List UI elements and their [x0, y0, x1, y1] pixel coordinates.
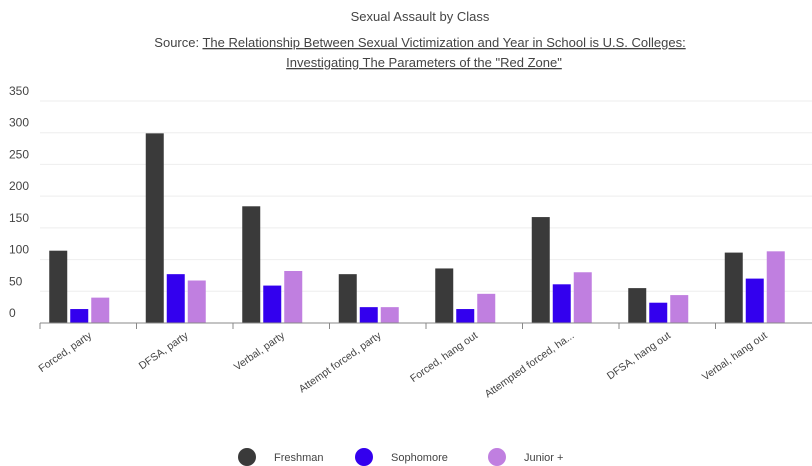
bar-sophomore[interactable] — [166, 274, 185, 323]
bar-junior[interactable] — [91, 297, 110, 323]
bar-freshman[interactable] — [49, 250, 68, 323]
bar-sophomore[interactable] — [552, 284, 571, 323]
bar-freshman[interactable] — [628, 288, 647, 323]
y-tick-label: 200 — [9, 179, 29, 193]
x-tick-label: DFSA, hang out — [605, 330, 673, 383]
x-tick-label: Attempted forced, ha... — [483, 330, 577, 401]
y-axis-ticks: 0 50 100 150 200 250 300 350 — [9, 84, 29, 320]
bar-junior[interactable] — [284, 270, 303, 323]
bar-freshman[interactable] — [435, 268, 454, 323]
bar-sophomore[interactable] — [70, 309, 89, 323]
bar-junior[interactable] — [187, 280, 206, 323]
bar-freshman[interactable] — [242, 206, 261, 323]
chart-title: Sexual Assault by Class — [351, 9, 490, 24]
bar-junior[interactable] — [477, 293, 496, 323]
bar-freshman[interactable] — [145, 133, 164, 323]
x-tick-label: Forced, hang out — [408, 330, 480, 385]
x-axis — [39, 322, 812, 329]
y-tick-label: 0 — [9, 306, 16, 320]
bar-sophomore[interactable] — [263, 285, 282, 323]
legend-label: Sophomore — [391, 452, 448, 464]
x-tick-label: Forced, party — [36, 329, 94, 375]
source-link-line-2[interactable]: Investigating The Parameters of the "Red… — [286, 55, 562, 70]
chart-source-line-1: Source: The Relationship Between Sexual … — [154, 35, 685, 50]
legend-swatch — [355, 448, 373, 466]
legend-swatch — [488, 448, 506, 466]
legend-label: Junior + — [524, 452, 563, 464]
bar-junior[interactable] — [380, 307, 399, 323]
bar-junior[interactable] — [766, 251, 785, 323]
source-prefix: Source: — [154, 35, 202, 50]
y-tick-label: 100 — [9, 243, 29, 257]
bar-junior[interactable] — [573, 272, 592, 323]
bar-freshman[interactable] — [531, 217, 550, 323]
bars — [49, 133, 785, 323]
bar-sophomore[interactable] — [456, 309, 475, 323]
x-axis-ticks: Forced, party DFSA, party Verbal, party Att… — [36, 329, 769, 400]
y-tick-label: 150 — [9, 211, 29, 225]
bar-sophomore[interactable] — [649, 302, 668, 323]
bar-sophomore[interactable] — [745, 278, 764, 323]
gridlines — [40, 100, 812, 292]
bar-freshman[interactable] — [724, 252, 743, 323]
x-tick-label: Verbal, hang out — [700, 330, 770, 384]
y-tick-label: 50 — [9, 274, 23, 288]
bar-junior[interactable] — [670, 295, 689, 323]
y-tick-label: 300 — [9, 116, 29, 130]
y-tick-label: 350 — [9, 84, 29, 98]
x-tick-label: Attempt forced, party — [297, 329, 384, 395]
x-tick-label: Verbal, party — [232, 329, 288, 373]
source-link-line-1[interactable]: The Relationship Between Sexual Victimiz… — [202, 35, 685, 50]
x-tick-label: DFSA, party — [137, 329, 191, 372]
y-tick-label: 250 — [9, 147, 29, 161]
bar-sophomore[interactable] — [359, 307, 378, 323]
legend-swatch — [238, 448, 256, 466]
legend-label: Freshman — [274, 452, 324, 464]
legend: Freshman Sophomore Junior + — [238, 448, 563, 466]
bar-freshman[interactable] — [338, 274, 357, 323]
